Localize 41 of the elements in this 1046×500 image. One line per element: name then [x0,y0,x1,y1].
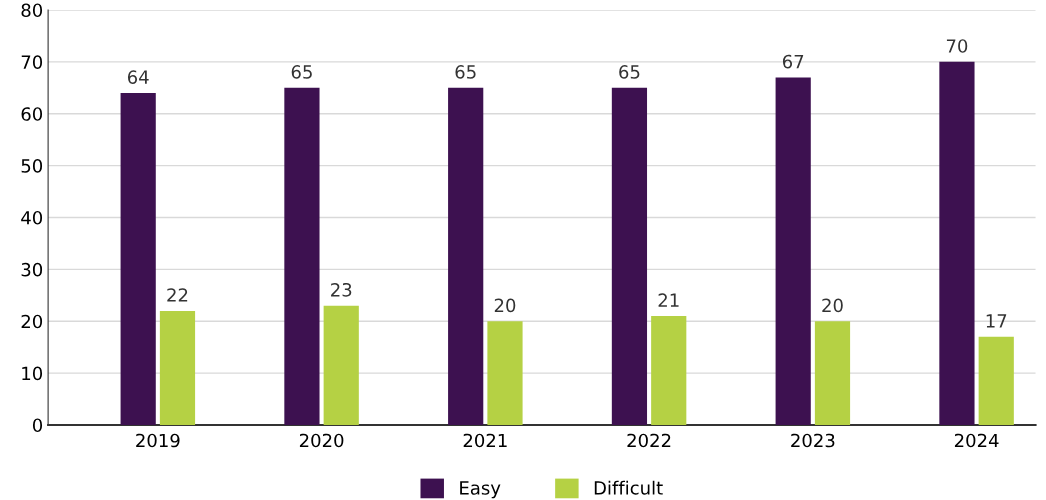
x-tick-label: 2021 [463,433,507,448]
data-label: 20 [494,298,516,313]
legend-label: Easy [460,481,501,499]
y-tick-label: 40 [21,210,43,225]
y-tick-label: 80 [21,3,43,18]
bar [939,61,975,425]
x-tick-label: 2023 [791,433,835,448]
bar [120,93,156,425]
bar [978,336,1014,425]
bar [651,316,687,425]
data-label: 17 [986,314,1007,328]
x-tick-label: 2020 [299,433,344,448]
x-tick-label: 2019 [136,433,180,448]
bar [814,321,851,425]
y-tick-label: 60 [21,107,43,121]
bar [159,310,196,425]
data-label: 65 [291,65,312,79]
legend-label: Difficult [594,480,663,495]
data-label: 67 [782,54,804,69]
y-tick-label: 0 [32,418,43,433]
y-tick-label: 70 [21,55,43,69]
y-tick-label: 20 [21,314,43,329]
y-tick-label: 10 [22,366,43,381]
data-label: 23 [331,282,352,297]
data-label: 64 [127,70,149,84]
data-label: 70 [946,39,968,53]
x-tick-label: 2022 [627,433,671,448]
bar [775,77,811,425]
data-label: 65 [455,65,476,79]
bar [323,305,359,425]
data-label: 65 [619,65,640,79]
data-label: 21 [658,293,679,307]
x-tick-label: 2024 [954,433,999,448]
bar [284,87,320,425]
data-label: 20 [822,298,843,313]
data-label: 22 [167,288,188,302]
y-tick-label: 30 [21,262,43,277]
y-tick-label: 50 [21,159,43,173]
bar [487,321,523,425]
bar [611,87,648,425]
bar [448,87,484,425]
